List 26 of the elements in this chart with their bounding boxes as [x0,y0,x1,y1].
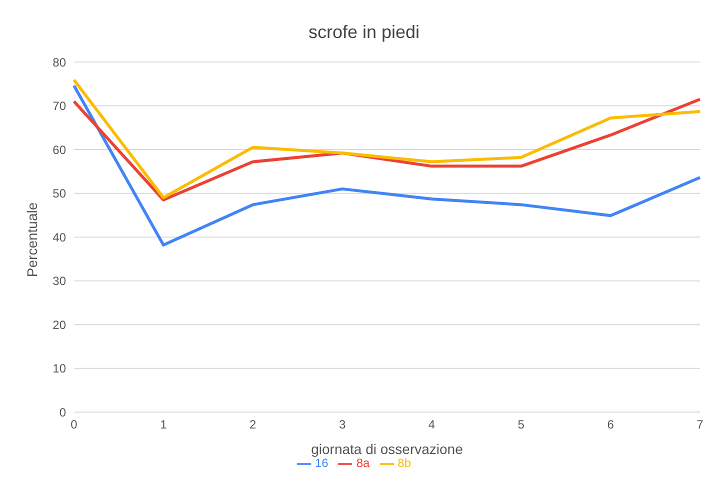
x-tick-label: 1 [160,418,168,432]
y-tick-label: 50 [52,186,66,201]
x-tick-label: 2 [250,418,257,432]
legend-label: 8a [356,456,370,470]
y-tick-label: 30 [52,274,66,288]
x-tick-label: 0 [70,418,78,432]
y-tick-label: 60 [52,142,66,157]
y-tick-label: 40 [52,230,66,244]
y-tick-label: 20 [52,318,66,332]
line-series [72,78,702,200]
x-tick-label: 7 [696,418,704,432]
legend-label: 16 [314,456,328,470]
y-tick-label: 70 [52,99,66,114]
x-tick-label: 3 [338,418,346,432]
legend-label: 8b [398,456,412,470]
y-tick-label: 0 [59,405,66,420]
line-series [72,84,702,246]
y-tick-label: 80 [52,55,66,70]
x-tick-label: 6 [607,418,614,432]
x-tick-label: 4 [428,418,436,432]
chart-title: scrofe in piedi [307,21,421,44]
x-tick-label: 5 [518,418,525,432]
line-series [72,98,702,202]
y-axis-title: Percentuale [24,202,40,278]
x-axis-title: giornata di osservazione [311,441,464,458]
y-tick-label: 10 [52,362,66,376]
